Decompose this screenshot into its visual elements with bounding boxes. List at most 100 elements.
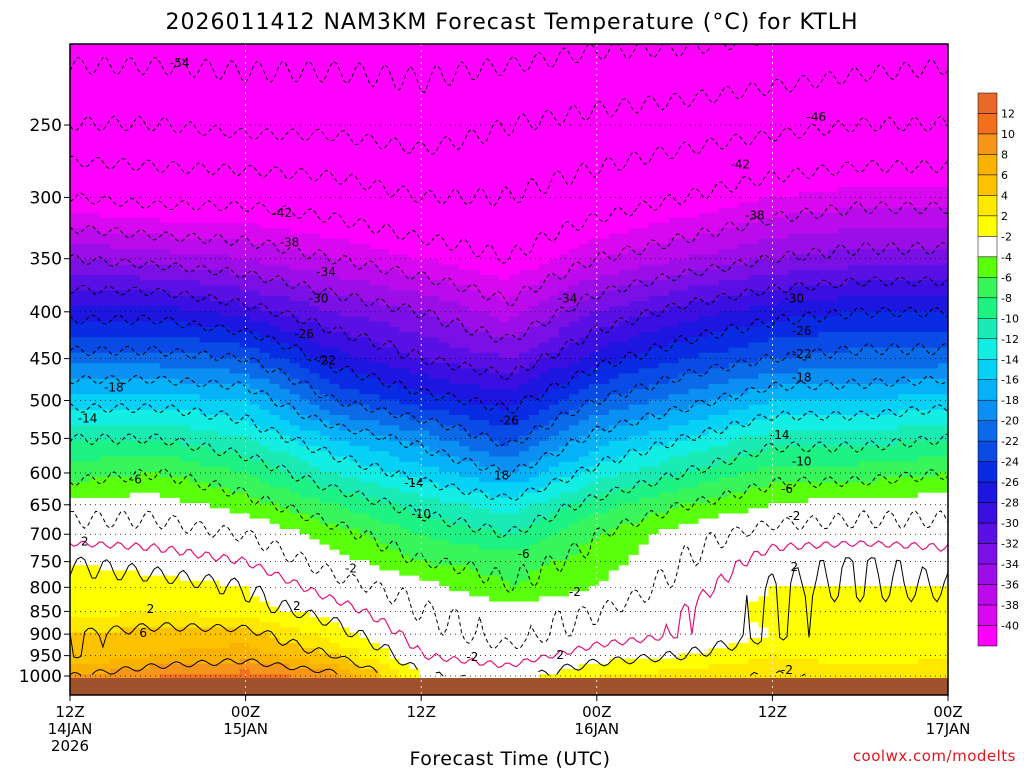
field-cell — [209, 249, 221, 255]
field-cell — [419, 218, 430, 224]
field-cell — [159, 218, 171, 224]
field-cell — [129, 176, 141, 183]
field-cell — [439, 409, 450, 416]
field-cell — [99, 570, 111, 577]
field-cell — [379, 285, 390, 292]
field-cell — [209, 171, 221, 178]
field-cell — [429, 212, 440, 219]
field-cell — [359, 446, 370, 452]
field-cell — [399, 451, 410, 458]
field-cell — [419, 435, 430, 442]
field-cell — [89, 223, 101, 230]
field-cell — [219, 207, 231, 214]
field-cell — [79, 104, 91, 110]
field-cell — [139, 233, 151, 240]
field-cell — [139, 62, 151, 69]
field-cell — [389, 394, 400, 401]
field-cell — [159, 337, 171, 344]
field-cell — [389, 674, 400, 680]
field-cell — [169, 575, 181, 582]
field-cell — [249, 332, 261, 338]
field-cell — [209, 477, 221, 483]
field-cell — [209, 150, 221, 157]
field-cell — [109, 57, 121, 64]
field-cell — [109, 472, 121, 478]
field-cell — [319, 78, 331, 84]
field-cell — [279, 155, 291, 162]
field-cell — [379, 119, 390, 126]
field-cell — [109, 176, 121, 183]
field-cell — [70, 186, 81, 193]
field-cell — [389, 326, 400, 333]
field-cell — [229, 648, 241, 654]
field-cell — [239, 425, 251, 432]
field-cell — [369, 264, 380, 271]
field-cell — [239, 347, 251, 354]
field-cell — [249, 456, 261, 463]
field-cell — [329, 176, 340, 183]
field-cell — [169, 451, 181, 458]
field-cell — [379, 420, 390, 426]
field-cell — [169, 238, 181, 245]
field-cell — [169, 207, 181, 214]
field-cell — [229, 570, 241, 577]
field-cell — [409, 290, 420, 297]
field-cell — [419, 57, 430, 64]
field-cell — [389, 591, 400, 597]
field-cell — [329, 404, 340, 411]
field-cell — [299, 259, 311, 266]
field-cell — [179, 674, 191, 680]
field-cell — [149, 430, 161, 437]
field-cell — [209, 565, 221, 572]
field-cell — [279, 456, 291, 463]
field-cell — [399, 119, 410, 126]
field-cell — [329, 534, 340, 540]
field-cell — [339, 674, 350, 680]
field-cell — [439, 83, 450, 90]
field-cell — [299, 233, 311, 240]
field-cell — [249, 544, 261, 551]
field-cell — [129, 275, 141, 281]
field-cell — [189, 497, 201, 504]
field-cell — [149, 668, 161, 675]
field-cell — [289, 197, 301, 204]
field-cell — [379, 47, 390, 53]
field-cell — [259, 523, 271, 530]
field-cell — [229, 72, 241, 79]
field-cell — [79, 119, 91, 126]
field-cell — [279, 596, 291, 603]
field-cell — [309, 223, 321, 230]
field-cell — [279, 565, 291, 572]
field-cell — [369, 295, 380, 302]
field-cell — [249, 482, 261, 489]
field-cell — [319, 285, 331, 292]
field-cell — [289, 249, 301, 255]
field-cell — [99, 414, 111, 421]
field-cell — [329, 492, 340, 499]
field-cell — [89, 440, 101, 447]
field-cell — [439, 254, 450, 261]
field-cell — [189, 295, 201, 302]
field-cell — [419, 482, 430, 489]
field-cell — [439, 554, 450, 561]
field-cell — [219, 674, 231, 680]
field-cell — [179, 586, 191, 592]
field-cell — [129, 306, 141, 312]
field-cell — [159, 534, 171, 540]
field-cell — [419, 606, 430, 613]
field-cell — [439, 181, 450, 188]
field-cell — [209, 653, 221, 660]
field-cell — [319, 637, 331, 644]
field-cell — [209, 497, 221, 504]
field-cell — [449, 275, 460, 281]
field-cell — [70, 487, 81, 494]
field-cell — [409, 658, 420, 665]
field-cell — [119, 601, 131, 608]
field-cell — [369, 238, 380, 245]
field-cell — [179, 523, 191, 530]
field-cell — [439, 88, 450, 95]
field-cell — [319, 212, 331, 219]
field-cell — [79, 316, 91, 323]
field-cell — [349, 155, 360, 162]
field-cell — [409, 98, 420, 105]
